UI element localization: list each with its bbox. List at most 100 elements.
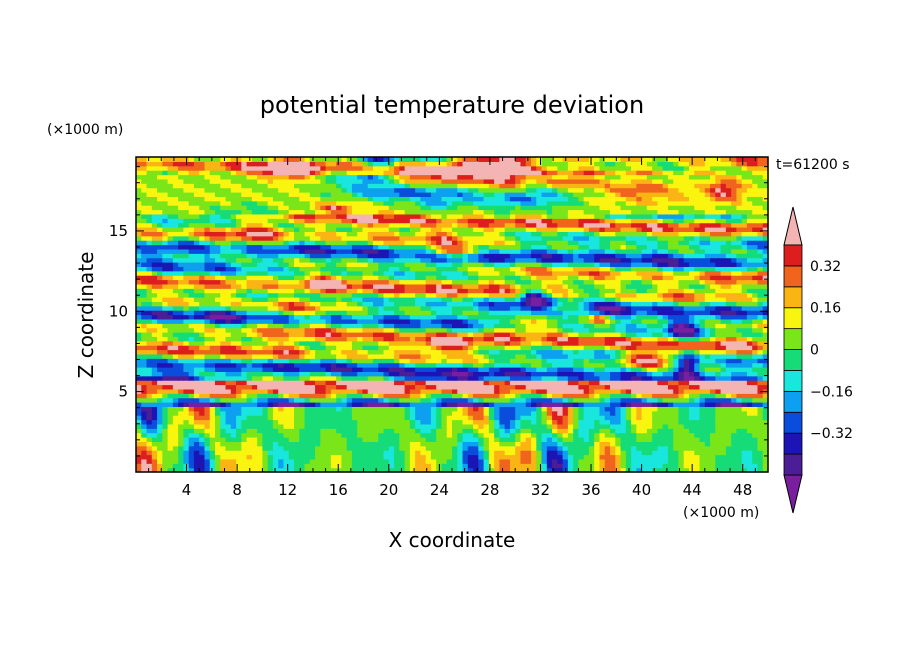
field-cell	[220, 393, 227, 399]
field-cell	[373, 441, 379, 447]
field-cell	[615, 445, 622, 451]
field-cell	[615, 323, 622, 329]
field-cell	[594, 301, 601, 307]
field-cell	[225, 305, 232, 311]
field-cell	[399, 327, 406, 333]
field-cell	[662, 318, 669, 324]
field-cell	[415, 318, 421, 324]
field-cell	[446, 371, 453, 377]
field-cell	[462, 397, 469, 403]
field-cell	[667, 445, 674, 451]
field-cell	[209, 345, 216, 351]
field-cell	[204, 458, 211, 464]
field-cell	[694, 402, 701, 407]
field-cell	[367, 467, 374, 473]
field-cell	[499, 445, 506, 451]
field-cell	[436, 371, 443, 377]
field-cell	[294, 371, 300, 377]
field-cell	[462, 432, 469, 438]
field-cell	[430, 384, 437, 390]
field-cell	[409, 458, 416, 464]
field-cell	[325, 314, 332, 320]
field-cell	[746, 432, 753, 438]
field-cell	[294, 397, 300, 403]
field-cell	[467, 384, 474, 390]
field-cell	[357, 292, 364, 298]
field-cell	[552, 332, 558, 337]
field-cell	[652, 402, 658, 407]
field-cell	[531, 402, 537, 407]
field-cell	[373, 314, 379, 320]
field-cell	[694, 428, 701, 434]
field-cell	[699, 323, 706, 329]
field-cell	[599, 301, 606, 307]
field-cell	[446, 445, 453, 451]
field-cell	[157, 388, 163, 394]
field-cell	[641, 362, 648, 368]
field-cell	[199, 288, 206, 294]
field-cell	[420, 318, 427, 324]
field-cell	[515, 371, 522, 377]
field-cell	[246, 423, 253, 429]
field-cell	[336, 340, 342, 346]
field-cell	[536, 292, 543, 298]
field-cell	[320, 432, 327, 438]
field-cell	[736, 310, 743, 316]
field-cell	[183, 419, 190, 425]
field-cell	[694, 458, 701, 464]
field-cell	[541, 406, 548, 412]
field-cell	[236, 367, 242, 372]
field-cell	[430, 432, 437, 438]
field-cell	[146, 419, 153, 425]
field-cell	[415, 367, 421, 372]
field-cell	[325, 375, 332, 381]
field-cell	[504, 450, 511, 456]
field-cell	[388, 437, 395, 442]
field-cell	[689, 358, 695, 364]
field-cell	[172, 345, 179, 351]
field-cell	[504, 454, 511, 460]
field-cell	[304, 410, 311, 416]
field-cell	[204, 467, 211, 473]
field-cell	[346, 297, 353, 302]
field-cell	[652, 332, 658, 337]
field-cell	[731, 432, 737, 438]
field-cell	[483, 340, 490, 346]
field-cell	[357, 353, 364, 359]
field-cell	[425, 323, 432, 329]
field-cell	[504, 367, 511, 372]
field-cell	[557, 371, 564, 377]
field-cell	[562, 432, 569, 438]
field-cell	[146, 362, 153, 368]
field-cell	[625, 336, 632, 342]
field-cell	[299, 441, 306, 447]
field-cell	[267, 450, 274, 456]
field-cell	[467, 467, 474, 473]
field-cell	[251, 288, 258, 294]
field-cell	[272, 388, 279, 394]
field-cell	[325, 419, 332, 425]
field-cell	[204, 375, 211, 381]
field-cell	[309, 397, 316, 403]
field-cell	[399, 323, 406, 329]
field-cell	[473, 393, 479, 399]
field-cell	[641, 432, 648, 438]
field-cell	[309, 301, 316, 307]
field-cell	[546, 463, 553, 469]
field-cell	[246, 406, 253, 412]
field-cell	[383, 423, 390, 429]
field-cell	[178, 423, 184, 429]
field-cell	[278, 393, 285, 399]
field-cell	[473, 375, 479, 381]
field-cell	[699, 393, 706, 399]
field-cell	[236, 450, 242, 456]
field-cell	[141, 367, 148, 372]
field-cell	[241, 336, 248, 342]
field-cell	[309, 463, 316, 469]
field-cell	[725, 388, 732, 394]
field-cell	[209, 380, 216, 386]
field-cell	[283, 358, 290, 364]
field-cell	[304, 301, 311, 307]
field-cell	[546, 428, 553, 434]
field-cell	[346, 432, 353, 438]
